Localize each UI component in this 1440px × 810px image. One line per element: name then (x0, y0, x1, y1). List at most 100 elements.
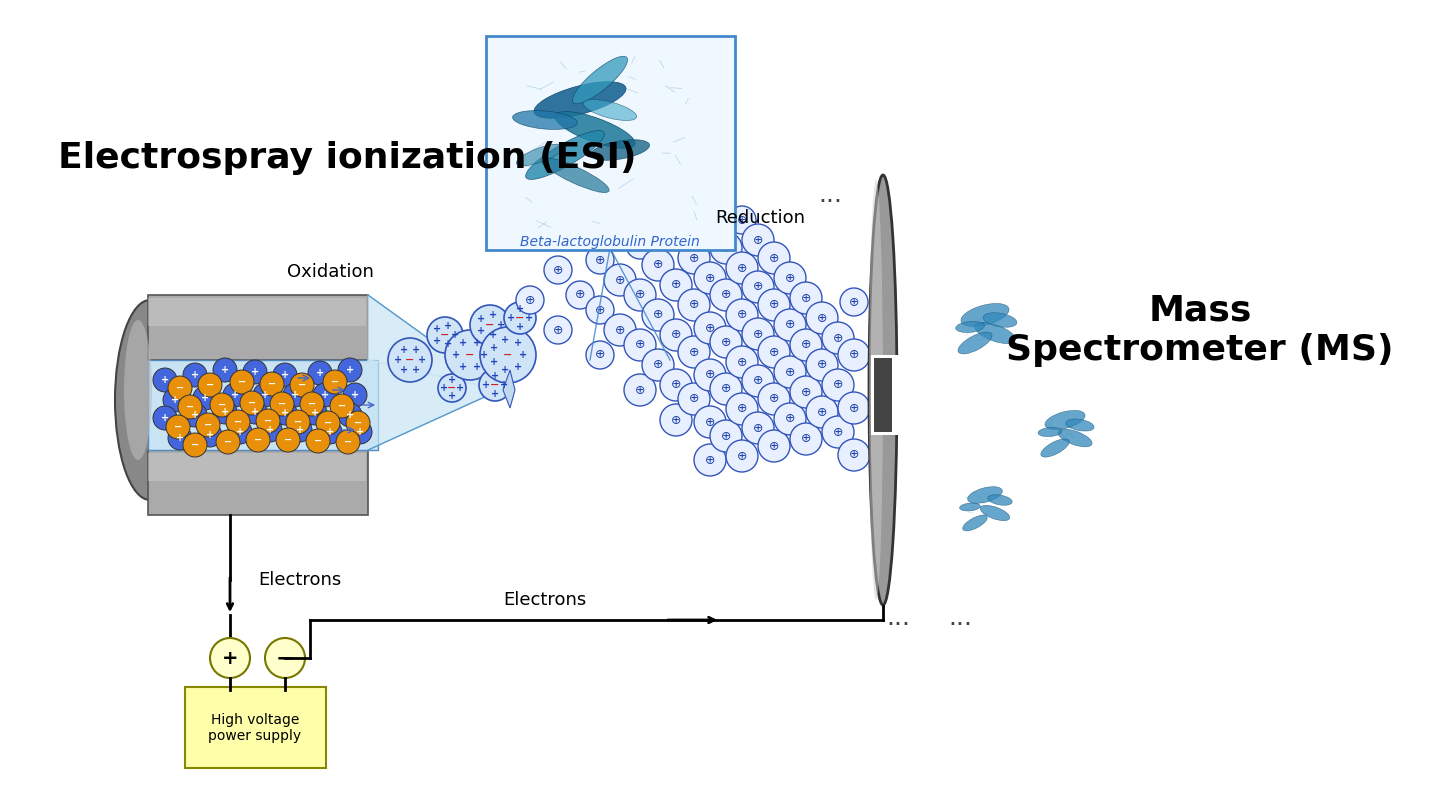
Text: +: + (400, 365, 408, 376)
Text: −: − (268, 379, 276, 389)
Circle shape (246, 428, 271, 452)
Text: +: + (490, 309, 497, 319)
Circle shape (694, 406, 726, 438)
Ellipse shape (981, 505, 1009, 521)
FancyBboxPatch shape (184, 687, 325, 768)
Text: +: + (161, 375, 168, 385)
Circle shape (822, 416, 854, 448)
Circle shape (228, 420, 252, 444)
Text: −: − (465, 350, 475, 360)
Text: +: + (400, 344, 408, 355)
Circle shape (626, 231, 654, 259)
Ellipse shape (534, 82, 626, 118)
Circle shape (586, 341, 613, 369)
Ellipse shape (517, 144, 563, 166)
Text: ⊕: ⊕ (769, 299, 779, 312)
FancyBboxPatch shape (148, 360, 377, 450)
Text: −: − (186, 402, 194, 412)
Circle shape (438, 374, 467, 402)
Circle shape (302, 401, 327, 425)
Circle shape (193, 386, 217, 410)
Circle shape (445, 330, 495, 380)
Text: +: + (524, 313, 533, 323)
Circle shape (210, 393, 233, 417)
Text: +: + (356, 427, 364, 437)
Text: ⊕: ⊕ (753, 327, 763, 340)
Text: +: + (325, 427, 334, 437)
Ellipse shape (541, 158, 609, 193)
Text: ⊕: ⊕ (553, 323, 563, 336)
Circle shape (838, 392, 870, 424)
Text: −: − (238, 377, 246, 387)
Circle shape (660, 369, 693, 401)
Circle shape (544, 256, 572, 284)
Text: ⊕: ⊕ (595, 304, 605, 317)
Text: +: + (490, 356, 498, 367)
Text: ⊕: ⊕ (652, 309, 664, 322)
Text: +: + (176, 433, 184, 443)
Circle shape (289, 373, 314, 397)
Text: +: + (351, 390, 359, 400)
Text: +: + (472, 362, 481, 372)
Text: +: + (448, 375, 456, 386)
Text: ⊕: ⊕ (704, 271, 716, 284)
Circle shape (223, 383, 248, 407)
Circle shape (387, 338, 432, 382)
Circle shape (428, 317, 464, 353)
Circle shape (757, 336, 791, 368)
Text: −: − (324, 418, 333, 428)
Ellipse shape (1045, 411, 1084, 429)
Text: +: + (491, 389, 500, 399)
Circle shape (226, 410, 251, 434)
Text: +: + (230, 390, 239, 400)
Text: +: + (393, 355, 402, 365)
Text: ⊕: ⊕ (753, 374, 763, 387)
Text: ⊕: ⊕ (785, 412, 795, 425)
Text: +: + (500, 380, 508, 390)
Circle shape (336, 430, 360, 454)
Ellipse shape (868, 180, 883, 600)
Text: Oxidation: Oxidation (287, 263, 373, 281)
Text: +: + (480, 350, 488, 360)
Circle shape (216, 430, 240, 454)
Text: −: − (354, 418, 361, 428)
Text: −: − (275, 648, 294, 668)
Text: +: + (472, 338, 481, 348)
Circle shape (726, 393, 757, 425)
Text: −: − (204, 420, 212, 430)
Text: Reduction: Reduction (716, 209, 805, 227)
Circle shape (166, 415, 190, 439)
Text: Electrons: Electrons (504, 591, 586, 609)
Text: −: − (278, 399, 287, 409)
Text: +: + (346, 365, 354, 375)
Text: ⊕: ⊕ (769, 346, 779, 359)
Circle shape (791, 282, 822, 314)
Circle shape (504, 302, 536, 334)
Text: ⊕: ⊕ (753, 421, 763, 434)
Text: +: + (441, 383, 448, 393)
Text: ⊕: ⊕ (652, 258, 664, 271)
Circle shape (757, 383, 791, 415)
Text: +: + (321, 390, 330, 400)
Circle shape (694, 262, 726, 294)
Text: ⊕: ⊕ (688, 299, 700, 312)
Text: −: − (485, 320, 495, 330)
Text: −: − (405, 355, 415, 365)
Circle shape (710, 326, 742, 358)
Text: −: − (192, 440, 199, 450)
Text: +: + (433, 336, 441, 346)
Circle shape (253, 383, 276, 407)
Text: ⊕: ⊕ (635, 288, 645, 301)
Circle shape (261, 372, 284, 396)
Text: ⊕: ⊕ (721, 335, 732, 348)
Circle shape (318, 420, 343, 444)
Text: ⊕: ⊕ (595, 254, 605, 266)
Text: ⊕: ⊕ (848, 348, 860, 361)
Circle shape (183, 403, 207, 427)
Circle shape (258, 418, 282, 442)
Text: +: + (444, 339, 452, 349)
Text: ⊕: ⊕ (721, 382, 732, 395)
Text: ⊕: ⊕ (704, 416, 716, 428)
Ellipse shape (115, 300, 184, 500)
FancyBboxPatch shape (148, 450, 369, 515)
